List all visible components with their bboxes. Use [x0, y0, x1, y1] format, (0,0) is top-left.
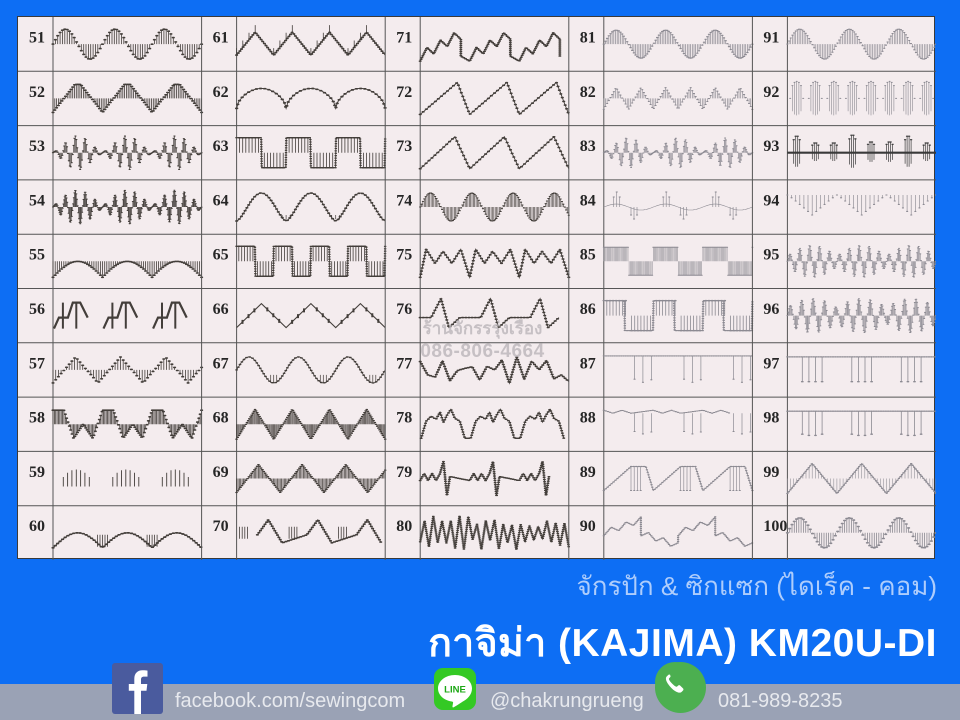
svg-text:60: 60: [29, 518, 45, 535]
svg-text:59: 59: [29, 464, 45, 481]
svg-text:96: 96: [763, 301, 779, 318]
svg-text:83: 83: [580, 138, 596, 155]
svg-text:99: 99: [763, 464, 779, 481]
svg-text:76: 76: [396, 301, 412, 318]
svg-text:67: 67: [213, 355, 229, 372]
svg-text:66: 66: [213, 301, 229, 318]
svg-text:92: 92: [763, 84, 779, 101]
svg-text:80: 80: [396, 518, 412, 535]
svg-text:78: 78: [396, 410, 412, 427]
svg-text:98: 98: [763, 410, 779, 427]
svg-text:55: 55: [29, 247, 45, 264]
svg-text:70: 70: [213, 518, 229, 535]
svg-text:84: 84: [580, 192, 596, 209]
svg-text:79: 79: [396, 464, 412, 481]
svg-text:88: 88: [580, 410, 596, 427]
svg-text:91: 91: [763, 30, 779, 47]
svg-text:95: 95: [763, 247, 779, 264]
svg-text:81: 81: [580, 30, 596, 47]
svg-text:73: 73: [396, 138, 412, 155]
svg-text:100: 100: [763, 518, 787, 535]
svg-text:54: 54: [29, 192, 45, 209]
svg-text:68: 68: [213, 410, 229, 427]
svg-text:52: 52: [29, 84, 45, 101]
svg-text:89: 89: [580, 464, 596, 481]
svg-text:71: 71: [396, 30, 412, 47]
svg-text:57: 57: [29, 355, 45, 372]
svg-text:69: 69: [213, 464, 229, 481]
svg-text:87: 87: [580, 355, 596, 372]
svg-text:90: 90: [580, 518, 596, 535]
svg-text:85: 85: [580, 247, 596, 264]
svg-text:93: 93: [763, 138, 779, 155]
svg-text:53: 53: [29, 138, 45, 155]
svg-text:86: 86: [580, 301, 596, 318]
svg-text:74: 74: [396, 192, 412, 209]
svg-text:62: 62: [213, 84, 229, 101]
svg-text:58: 58: [29, 410, 45, 427]
svg-text:94: 94: [763, 192, 779, 209]
svg-text:75: 75: [396, 247, 412, 264]
svg-text:61: 61: [213, 30, 229, 47]
svg-text:64: 64: [213, 192, 229, 209]
svg-text:51: 51: [29, 30, 45, 47]
svg-text:65: 65: [213, 247, 229, 264]
svg-text:97: 97: [763, 355, 779, 372]
svg-text:LINE: LINE: [444, 685, 466, 696]
svg-text:72: 72: [396, 84, 412, 101]
svg-text:56: 56: [29, 301, 45, 318]
svg-text:63: 63: [213, 138, 229, 155]
svg-text:82: 82: [580, 84, 596, 101]
